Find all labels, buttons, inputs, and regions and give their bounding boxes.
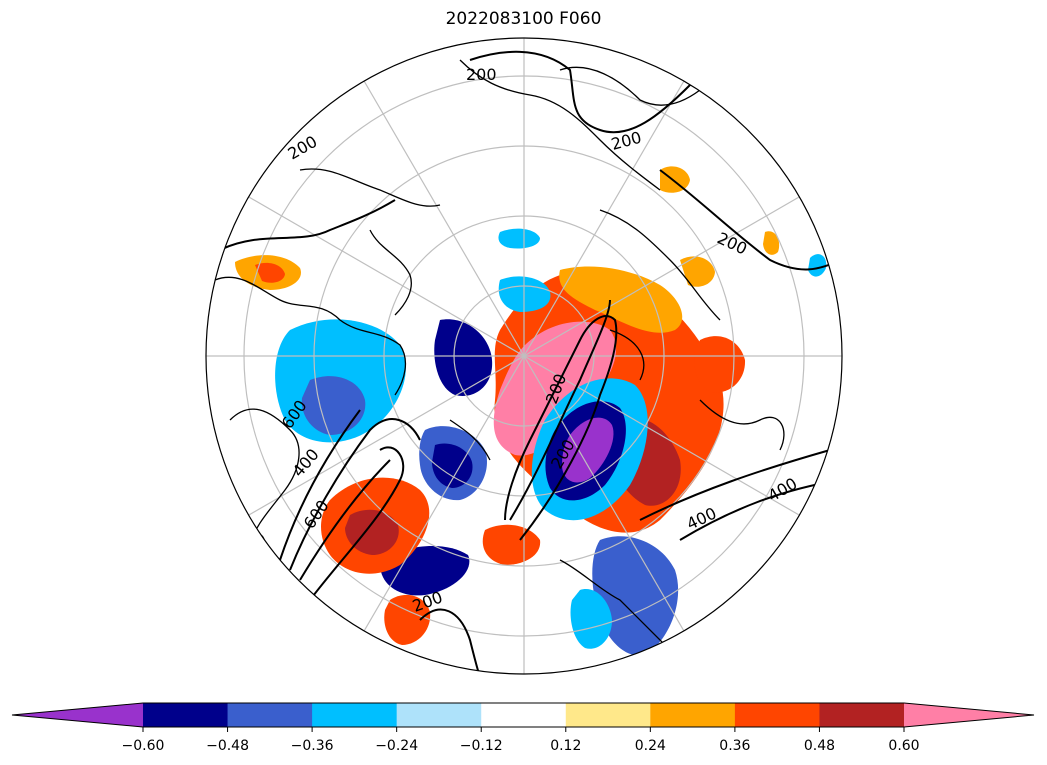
colorbar-extend-high [904,703,1034,727]
negative-anomaly-region [432,443,473,488]
contour-label: 200 [285,132,321,164]
coastlines [214,59,785,661]
negative-anomaly-region [808,254,827,277]
positive-anomaly-region [694,336,746,393]
positive-anomaly-region [763,231,780,255]
graticule [206,38,842,674]
negative-anomaly-region [301,376,366,435]
negative-anomaly-region [434,319,493,396]
colorbar-tick-label: 0.36 [719,738,750,754]
colorbar-segment [565,703,651,727]
colorbar-tick-label: −0.12 [460,738,503,754]
colorbar-tick-label: 0.12 [550,738,581,754]
contour-lines [219,50,841,674]
colorbar-tick-label: 0.48 [804,738,835,754]
positive-anomaly-region [660,166,690,193]
colorbar: −0.60 −0.48 −0.36 −0.24 −0.12 0.12 0.24 0.36 0.4… [11,702,1035,754]
negative-anomaly-region [570,589,612,649]
colorbar-tick-label: −0.24 [375,738,418,754]
colorbar-segment [819,703,905,727]
colorbar-segment [396,703,482,727]
colorbar-segment [481,703,567,727]
positive-anomaly-region [255,262,285,283]
positive-anomaly-region [384,594,431,645]
map-title: 2022083100 F060 [445,9,602,29]
colorbar-segment [734,703,820,727]
positive-anomaly-region [482,524,541,565]
negative-anomaly-region [592,536,679,656]
shaded-anomalies [235,166,827,656]
map-boundary [205,37,843,675]
colorbar-segment [143,703,229,727]
negative-anomaly-region [562,417,614,483]
positive-anomaly-region [345,509,399,555]
contour-label: 400 [765,474,801,506]
contour-label: 400 [684,503,720,533]
colorbar-tick-label: 0.24 [635,738,666,754]
colorbar-tick-label: −0.48 [206,738,249,754]
colorbar-tick-label: 0.60 [888,738,919,754]
contour-label: 200 [466,65,497,84]
colorbar-segment [312,703,398,727]
colorbar-tick-label: −0.36 [291,738,334,754]
colorbar-segment [650,703,736,727]
negative-anomaly-region [498,228,540,249]
colorbar-tick-label: −0.60 [122,738,165,754]
positive-anomaly-region [680,256,715,287]
colorbar-segment [227,703,313,727]
contour-label: 600 [234,529,270,559]
colorbar-extend-low [12,703,143,727]
map-field: 200 200 200 200 200 200 400 400 400 600 … [206,38,842,674]
contour-label: 200 [714,228,750,258]
